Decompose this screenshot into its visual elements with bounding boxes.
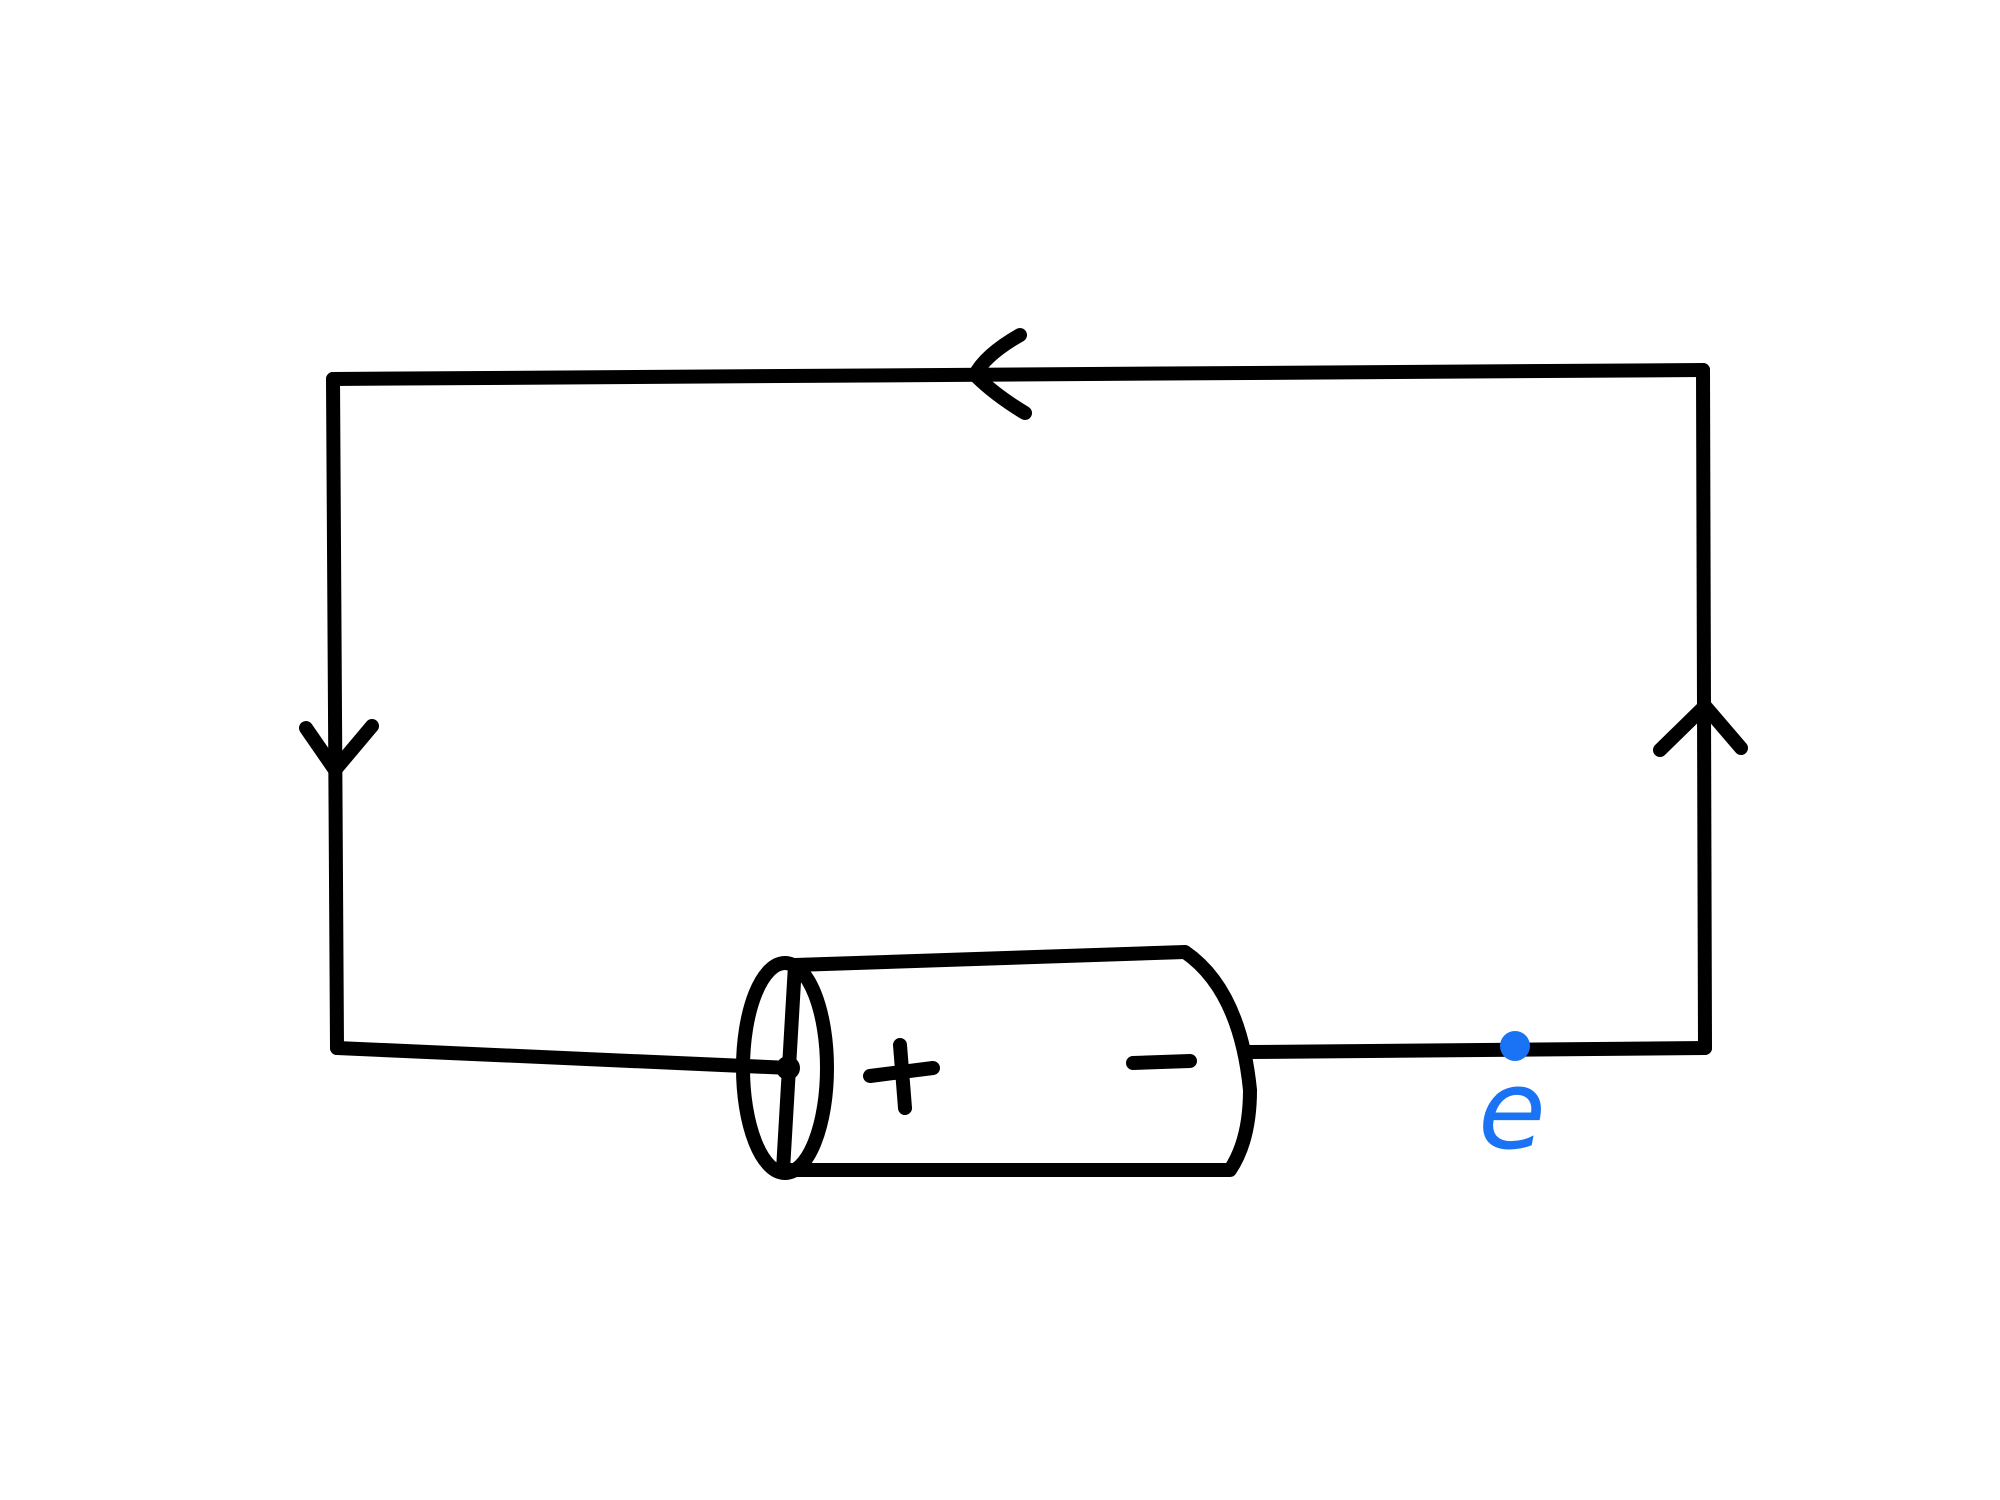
battery-positive-terminal xyxy=(776,1056,800,1080)
arrow-left-down xyxy=(299,719,379,777)
wire-bottom-right xyxy=(1243,1041,1712,1059)
battery-plus-icon xyxy=(863,1038,940,1115)
electron: e xyxy=(1478,1031,1546,1174)
wire-left xyxy=(326,372,344,1055)
electron-dot xyxy=(1500,1031,1530,1061)
battery xyxy=(736,945,1257,1180)
arrow-right-up xyxy=(1653,699,1748,757)
battery-positive-cap xyxy=(736,956,834,1180)
wire-bottom-left xyxy=(330,1041,797,1075)
electron-label: e xyxy=(1478,1046,1546,1174)
current-arrows xyxy=(299,328,1748,777)
wire-top xyxy=(326,363,1710,386)
arrow-top-left xyxy=(968,328,1032,420)
battery-body xyxy=(776,945,1257,1177)
battery-minus-icon xyxy=(1126,1054,1197,1070)
